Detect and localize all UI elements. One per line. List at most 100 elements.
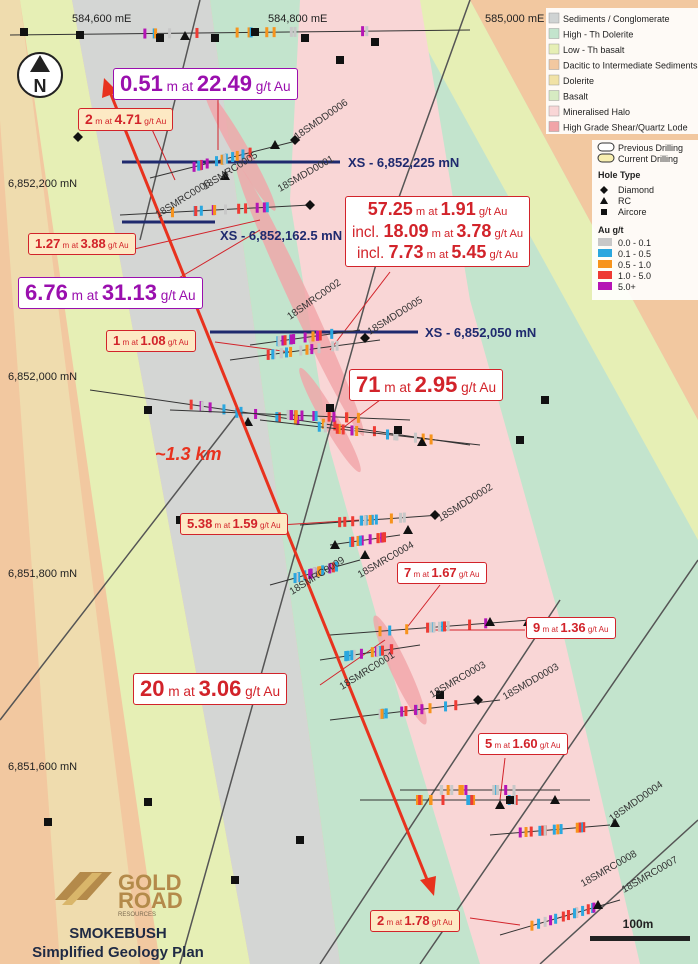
assay-interval (363, 515, 367, 526)
assay-interval (450, 785, 454, 795)
legend-swatch (598, 282, 612, 290)
assay-interval (223, 154, 227, 165)
assay-interval (388, 625, 392, 636)
callout-line: 2 m at 1.78 g/t Au (377, 913, 453, 929)
legend-swatch (598, 260, 612, 268)
legend-swatch (598, 249, 612, 257)
grid-label: 6,851,800 mN (8, 568, 77, 580)
callout-text: m at (492, 741, 513, 750)
callout-line: 6.76 m at 31.13 g/t Au (25, 280, 196, 306)
callout-text: m at (423, 249, 452, 262)
legend-swatch (598, 238, 612, 246)
assay-interval (351, 516, 355, 527)
rc-hole (243, 417, 253, 426)
assay-interval (402, 512, 406, 523)
grid-label: 6,851,600 mN (8, 761, 77, 773)
assay-interval (351, 536, 355, 547)
assay-interval (429, 795, 433, 805)
assay-interval (446, 621, 450, 632)
assay-interval (170, 207, 174, 218)
callout-line: 57.25 m at 1.91 g/t Au (352, 199, 523, 221)
assay-interval (248, 147, 252, 158)
logo-text: RESOURCES (118, 912, 156, 918)
assay-interval (222, 404, 226, 415)
assay-interval (337, 424, 341, 435)
aircore-hole (156, 34, 164, 42)
assay-interval (543, 825, 547, 836)
assay-interval (349, 537, 353, 548)
assay-interval (365, 26, 369, 37)
assay-interval (586, 904, 590, 915)
legend-swatch (548, 105, 560, 117)
assay-interval (265, 202, 269, 213)
assay-interval (574, 907, 578, 918)
callout-text: 1 (113, 333, 121, 348)
rc-hole (270, 140, 280, 149)
assay-interval (395, 430, 399, 441)
callout-text: 1.67 (431, 565, 457, 580)
callout-line: 20 m at 3.06 g/t Au (140, 676, 280, 702)
legend-symbol (601, 209, 607, 215)
assay-interval (360, 535, 364, 546)
callout-text: 3.06 (198, 676, 242, 701)
assay-interval (370, 514, 374, 525)
assay-interval (460, 785, 464, 795)
assay-interval (317, 421, 321, 432)
assay-interval (335, 340, 339, 351)
assay-interval (297, 572, 301, 583)
assay-interval (356, 535, 360, 546)
legend-label: Aircore (618, 207, 647, 217)
assay-interval (559, 824, 563, 835)
assay-interval (277, 412, 281, 423)
legend-label: 0.5 - 1.0 (618, 260, 651, 270)
assay-interval (518, 827, 522, 838)
assay-interval (265, 27, 269, 38)
assay-interval (368, 514, 372, 525)
assay-interval (352, 649, 356, 660)
assay-interval (231, 152, 235, 163)
assay-interval (344, 651, 348, 662)
callout-text: 1.78 (404, 913, 430, 928)
assay-interval (556, 824, 560, 835)
callout-text: m at (67, 288, 102, 303)
intercept-callout: 1.27 m at 3.88 g/t Au (28, 233, 136, 255)
legend-label: Sediments / Conglomerate (563, 14, 670, 24)
callout-text: m at (212, 521, 233, 530)
rc-hole (360, 550, 370, 559)
assay-interval (419, 795, 423, 805)
callout-text: g/t Au (456, 570, 480, 579)
callout-text: m at (412, 206, 441, 218)
assay-interval (314, 411, 318, 422)
assay-interval (541, 825, 545, 836)
callout-text: 4.71 (114, 111, 142, 127)
section-label: XS - 6,852,162.5 mN (220, 228, 342, 243)
assay-interval (289, 26, 293, 37)
callout-text: 1.27 (35, 236, 61, 251)
assay-interval (292, 334, 296, 345)
logo-text: ROAD (118, 888, 183, 913)
assay-interval (484, 618, 488, 629)
assay-interval (317, 566, 321, 577)
assay-interval (310, 344, 314, 355)
assay-interval (389, 513, 393, 524)
assay-interval (350, 650, 354, 661)
assay-interval (323, 422, 327, 433)
assay-interval (208, 402, 212, 413)
aircore-hole (76, 31, 84, 39)
assay-interval (223, 204, 227, 215)
arrow-head (420, 876, 436, 896)
diamond-hole (430, 510, 440, 520)
callout-text: 9 (533, 620, 541, 635)
assay-interval (472, 795, 476, 805)
rc-hole (485, 617, 495, 626)
drill-trace (229, 339, 381, 361)
rc-hole (593, 900, 603, 909)
assay-interval (466, 795, 470, 805)
assay-interval (277, 336, 281, 347)
assay-interval (315, 330, 319, 341)
callout-text: 0.51 (120, 71, 163, 96)
callout-text: 1.36 (560, 620, 586, 635)
assay-interval (393, 430, 397, 441)
callout-text: g/t Au (165, 338, 189, 347)
